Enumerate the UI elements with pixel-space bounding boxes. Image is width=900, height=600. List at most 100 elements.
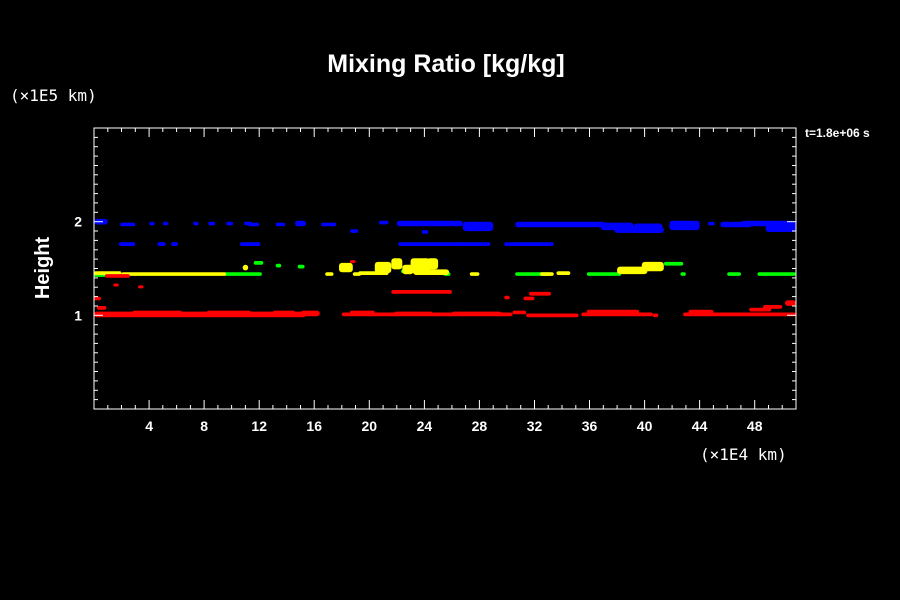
layer-3-segment-7	[394, 311, 433, 316]
layer-3-segment-1	[132, 310, 183, 315]
layer-2-segment-13	[469, 272, 480, 276]
layer-0-segment-29	[239, 242, 261, 246]
layer-3-segment-20	[94, 296, 101, 301]
x-tick-label-24: 24	[417, 418, 433, 434]
layer-0-segment-6	[226, 221, 233, 226]
layer-3-segment-12	[586, 309, 640, 314]
layer-3-segment-10	[526, 313, 579, 318]
x-tick-label-12: 12	[251, 418, 267, 434]
x-tick-label-16: 16	[306, 418, 322, 434]
layer-0-segment-14	[462, 221, 494, 232]
layer-0-segment-13	[396, 220, 463, 227]
layer-2-segment-17	[641, 261, 664, 272]
layer-3-segment-4	[300, 310, 320, 317]
layer-0-segment-22	[765, 224, 796, 232]
layer-1-segment-2	[253, 261, 264, 265]
x-tick-label-28: 28	[472, 418, 488, 434]
layer-3-segment-21	[105, 274, 130, 278]
layer-3	[94, 260, 796, 318]
x-tick-label-40: 40	[637, 418, 653, 434]
y-axis-unit: (×1E5 km)	[10, 86, 97, 105]
layer-0-segment-26	[118, 242, 136, 246]
layer-0-segment-24	[350, 229, 359, 233]
layer-3-segment-24	[391, 290, 452, 294]
layer-3-segment-11	[581, 312, 653, 317]
layer-3-segment-15	[688, 309, 714, 314]
layer-2-segment-3	[339, 262, 353, 273]
layer-3-segment-2	[206, 310, 251, 315]
layer-0-segment-25	[421, 230, 429, 234]
layer-3-segment-19	[96, 306, 107, 310]
layer-1-segment-12	[757, 272, 796, 276]
layer-0-segment-9	[275, 222, 286, 227]
time-label: t=1.8e+06 s	[805, 126, 870, 140]
layer-1-segment-10	[680, 272, 686, 276]
layer-3-segment-26	[523, 296, 535, 301]
layer-1-segment-1	[223, 272, 262, 276]
layer-0-segment-8	[248, 222, 260, 227]
layer-2-segment-16	[617, 266, 648, 275]
x-tick-label-20: 20	[362, 418, 378, 434]
layer-3-segment-14	[683, 312, 796, 317]
layer-3-segment-17	[763, 305, 783, 309]
layer-0-segment-4	[193, 221, 199, 226]
layer-2-segment-9	[402, 264, 414, 275]
layer-2-segment-0	[94, 271, 122, 275]
x-tick-label-8: 8	[200, 418, 208, 434]
layer-3-segment-22	[113, 283, 119, 287]
axis-ticks	[94, 128, 796, 409]
layer-2-segment-15	[556, 271, 571, 275]
layer-0-segment-5	[208, 221, 216, 226]
layer-0-segment-15	[515, 221, 606, 228]
data-layer	[94, 218, 796, 318]
layer-0-segment-31	[504, 242, 554, 246]
x-tick-label-4: 4	[145, 418, 153, 434]
y-tick-label-1: 1	[74, 307, 82, 323]
layer-3-segment-13	[652, 313, 659, 318]
layer-3-segment-6	[350, 310, 375, 315]
layer-2-segment-7	[374, 261, 392, 274]
layer-0-segment-2	[149, 221, 155, 226]
layer-1-segment-11	[727, 272, 741, 276]
layer-1-segment-9	[663, 261, 684, 266]
layer-1-segment-8	[586, 272, 622, 276]
y-tick-label-2: 2	[74, 214, 82, 230]
layer-0-segment-19	[707, 221, 715, 226]
layer-0-segment-28	[171, 242, 178, 246]
layer-0-segment-12	[378, 220, 389, 225]
layer-2-segment-4	[325, 272, 334, 276]
layer-3-segment-28	[350, 260, 356, 264]
layer-3-segment-18	[785, 300, 796, 306]
layer-3-segment-25	[504, 295, 510, 300]
layer-2	[94, 258, 664, 276]
layer-3-segment-3	[272, 310, 295, 315]
layer-3-segment-8	[451, 311, 502, 316]
layer-2-segment-14	[540, 272, 554, 276]
plot-frame	[93, 127, 797, 410]
layer-2-segment-1	[121, 272, 227, 276]
x-axis-unit: (×1E4 km)	[700, 445, 787, 464]
layer-2-segment-12	[413, 269, 450, 275]
layer-0-segment-27	[157, 242, 166, 246]
layer-3-segment-27	[529, 291, 551, 296]
layer-3-segment-23	[138, 285, 144, 289]
x-tick-label-36: 36	[582, 418, 598, 434]
layer-2-segment-8	[391, 258, 403, 270]
layer-2-segment-2	[242, 264, 249, 271]
layer-0-segment-10	[295, 220, 306, 227]
layer-1-segment-3	[275, 263, 282, 268]
layer-1-segment-13	[297, 264, 305, 269]
x-tick-label-32: 32	[527, 418, 543, 434]
layer-0-segment-32	[457, 242, 465, 246]
layer-3-segment-16	[749, 307, 772, 312]
layer-3-segment-9	[512, 310, 527, 315]
x-tick-label-48: 48	[747, 418, 763, 434]
layer-0-segment-3	[162, 221, 169, 226]
y-axis-label: Height	[32, 237, 54, 300]
layer-0-segment-30	[398, 242, 491, 246]
layer-0-segment-1	[120, 222, 136, 227]
x-tick-label-44: 44	[692, 418, 708, 434]
layer-0-segment-18	[669, 220, 700, 231]
